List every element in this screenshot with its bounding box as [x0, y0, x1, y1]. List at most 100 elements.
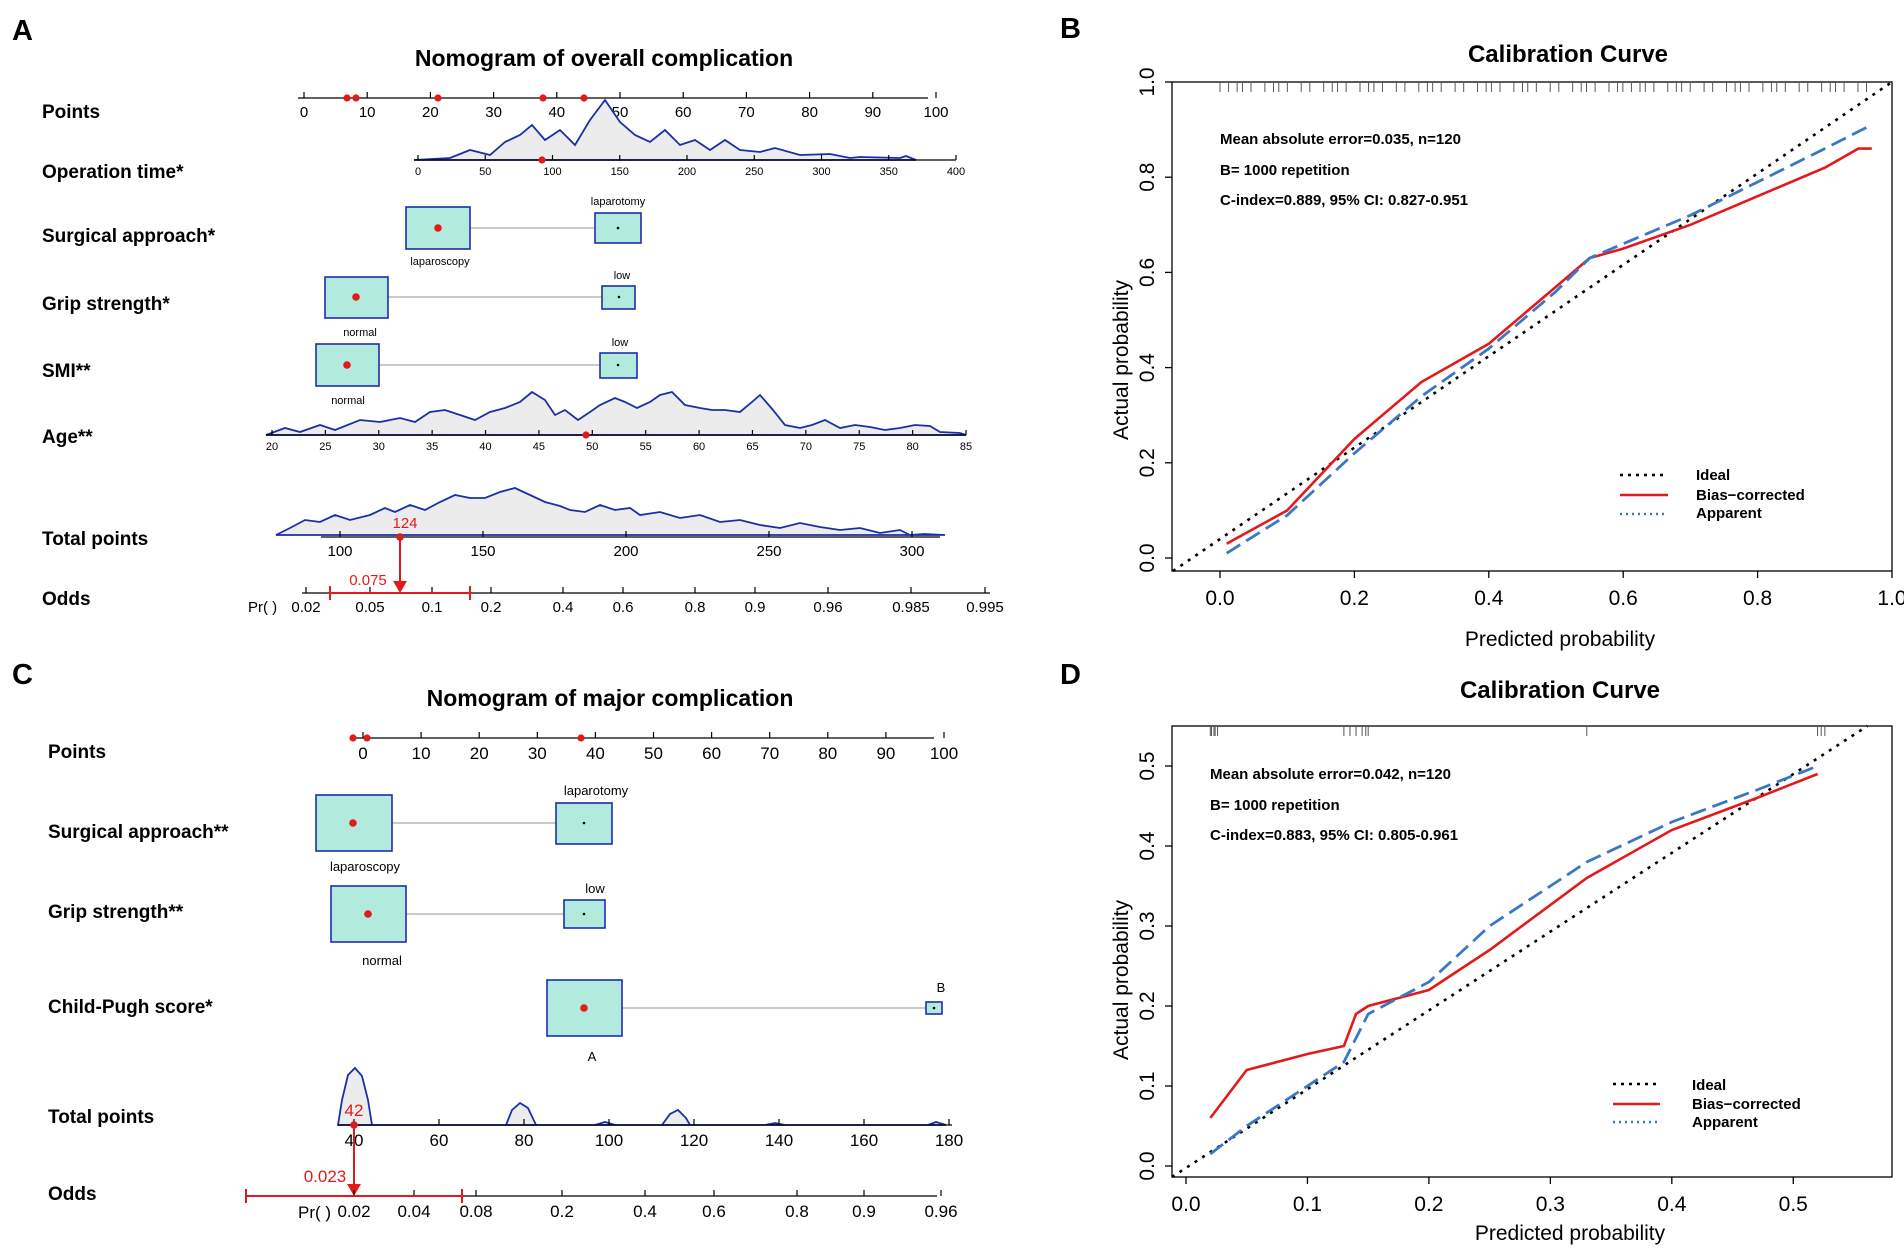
points-tick-label: 80 [818, 744, 837, 763]
age-tick-label: 35 [426, 441, 438, 453]
panel-letter-c: C [12, 659, 33, 691]
level-grip-normal: normal [343, 327, 377, 339]
annotation-reps-b: B= 1000 repetition [1220, 162, 1350, 179]
panel-c: C Nomogram of major complication Points … [12, 659, 963, 1222]
operation-time-tick-label: 350 [880, 166, 898, 178]
level-laparoscopy-c: laparoscopy [330, 859, 401, 874]
odds-tick-label: 0.6 [613, 599, 634, 616]
drop-arrow [393, 581, 407, 593]
total-points-tick-label: 180 [935, 1131, 963, 1150]
axis-ticks-d: 0.0 0.1 0.2 0.3 0.4 0.5 0.0 0.1 0.2 0.3 0.4 0.5 [1136, 751, 1808, 1216]
surgical-approach-marker-c [349, 819, 357, 827]
row-label-total-points-c: Total points [48, 1107, 154, 1128]
points-tick-label: 30 [485, 104, 502, 121]
total-points-tick-label: 60 [430, 1131, 449, 1150]
point-marker [349, 734, 357, 742]
child-pugh-marker [580, 1004, 588, 1012]
x-tick-label: 0.1 [1293, 1193, 1322, 1216]
level-grip-normal-c: normal [362, 953, 402, 968]
points-tick-label: 60 [702, 744, 721, 763]
points-tick-label: 40 [586, 744, 605, 763]
panel-b: B Calibration Curve 0.0 0.2 0.4 0.6 0.8 1.00.… [1060, 13, 1904, 651]
y-tick-label: 0.5 [1136, 751, 1159, 780]
points-axis-ticks-c: 0 10 20 30 40 50 60 70 80 90 100 [358, 732, 958, 763]
box-center-dot [582, 821, 586, 825]
odds-tick-label: 0.02 [337, 1202, 370, 1221]
odds-tick-label: 0.96 [924, 1202, 957, 1221]
points-tick-label: 100 [923, 104, 948, 121]
operation-time-ticks: 0 50 100 150 200 250 300 350 400 [415, 155, 965, 178]
level-smi-normal: normal [331, 395, 365, 407]
box-center-dot [616, 363, 620, 367]
points-tick-label: 100 [930, 744, 958, 763]
total-points-tick-label: 100 [327, 543, 352, 560]
y-axis-label-b: Actual probability [1110, 280, 1133, 440]
total-points-tick-label: 250 [756, 543, 781, 560]
odds-tick-label: 0.1 [422, 599, 443, 616]
y-tick-label: 0.4 [1136, 831, 1159, 861]
annotation-cindex-d: C-index=0.883, 95% CI: 0.805-0.961 [1210, 827, 1458, 844]
x-tick-label: 0.4 [1657, 1193, 1687, 1216]
age-tick-label: 50 [586, 441, 598, 453]
points-tick-label: 70 [760, 744, 779, 763]
level-grip-low-c: low [585, 881, 605, 896]
x-tick-label: 0.2 [1340, 587, 1369, 610]
panel-c-title: Nomogram of major complication [427, 685, 794, 711]
x-tick-label: 0.3 [1536, 1193, 1565, 1216]
box-center-dot [582, 912, 586, 916]
level-grip-low: low [614, 270, 631, 282]
annotation-mae-b: Mean absolute error=0.035, n=120 [1220, 131, 1461, 148]
apparent-line [1209, 764, 1819, 1156]
legend-label-bias: Bias−corrected [1696, 487, 1805, 504]
total-points-tick-label: 200 [613, 543, 638, 560]
x-tick-label: 0.0 [1171, 1193, 1200, 1216]
total-points-ticks-c: 40 60 80 100 120 140 160 180 [345, 1119, 963, 1150]
x-tick-label: 0.0 [1205, 587, 1234, 610]
series-d [1171, 724, 1869, 1179]
legend-label-ideal: Ideal [1696, 467, 1730, 484]
row-label-grip-strength: Grip strength* [42, 294, 170, 315]
y-tick-label: 0.6 [1136, 258, 1159, 287]
age-tick-label: 45 [533, 441, 545, 453]
level-laparoscopy: laparoscopy [410, 256, 470, 268]
y-tick-label: 0.4 [1136, 353, 1159, 383]
points-tick-label: 20 [470, 744, 489, 763]
panel-a-title: Nomogram of overall complication [415, 45, 793, 71]
panel-letter-b: B [1060, 13, 1081, 45]
row-label-grip-strength-c: Grip strength** [48, 902, 184, 923]
points-tick-label: 30 [528, 744, 547, 763]
ideal-line [1171, 724, 1869, 1179]
points-tick-label: 10 [412, 744, 431, 763]
points-tick-label: 0 [358, 744, 367, 763]
surgical-approach-marker [434, 224, 442, 232]
points-axis-ticks: 0 10 20 30 40 50 60 70 80 90 100 [300, 92, 949, 121]
odds-tick-label: 0.995 [966, 599, 1004, 616]
grip-strength-marker-c [364, 910, 372, 918]
odds-tick-label: 0.8 [785, 1202, 809, 1221]
odds-tick-label: 0.9 [852, 1202, 876, 1221]
age-tick-label: 70 [800, 441, 812, 453]
operation-time-tick-label: 200 [678, 166, 696, 178]
odds-tick-label: 0.2 [550, 1202, 574, 1221]
row-label-smi: SMI** [42, 361, 91, 382]
odds-tick-label: 0.05 [355, 599, 384, 616]
total-points-tick-label: 160 [850, 1131, 878, 1150]
panel-letter-d: D [1060, 659, 1081, 691]
operation-time-tick-label: 250 [745, 166, 763, 178]
odds-tick-label: 0.9 [745, 599, 766, 616]
annotation-reps-d: B= 1000 repetition [1210, 797, 1340, 814]
total-points-value-c: 42 [345, 1101, 364, 1120]
legend-b: Ideal Bias−corrected Apparent [1620, 467, 1805, 522]
annotation-cindex-b: C-index=0.889, 95% CI: 0.827-0.951 [1220, 192, 1468, 209]
odds-tick-label: 0.04 [397, 1202, 430, 1221]
legend-label-apparent: Apparent [1692, 1114, 1758, 1131]
points-tick-label: 90 [864, 104, 881, 121]
y-tick-label: 1.0 [1136, 67, 1159, 96]
points-tick-label: 90 [876, 744, 895, 763]
points-tick-label: 0 [300, 104, 308, 121]
row-label-operation-time: Operation time* [42, 162, 184, 183]
panel-d: D Calibration Curve 0.0 0.1 0.2 0.3 0.4 0.50.… [1060, 659, 1893, 1245]
legend-label-apparent: Apparent [1696, 505, 1762, 522]
odds-tick-label: 0.8 [685, 599, 706, 616]
operation-time-tick-label: 150 [611, 166, 629, 178]
